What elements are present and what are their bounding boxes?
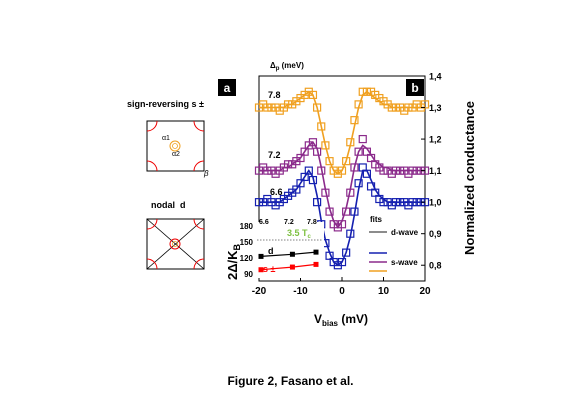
data-point bbox=[325, 157, 334, 166]
y-tick-label: 1,3 bbox=[429, 103, 442, 113]
y-tick-label: 1,4 bbox=[429, 72, 442, 82]
inset-xtick-7-8: 7.8 bbox=[307, 219, 317, 226]
data-point bbox=[362, 87, 371, 96]
inset-d-label: d bbox=[268, 246, 274, 256]
y-tick-label: 1,0 bbox=[429, 198, 442, 208]
nodal-d-label: nodal d bbox=[151, 200, 186, 210]
inset-point bbox=[258, 267, 264, 273]
inset-series-layer bbox=[258, 249, 319, 273]
inset-series-s-pm bbox=[258, 261, 319, 273]
inset-series-d bbox=[258, 249, 319, 259]
legend-label-d-wave: d-wave bbox=[391, 228, 419, 237]
panel-b-label: b bbox=[411, 81, 418, 95]
x-axis-label: Vbias (mV) bbox=[314, 312, 368, 328]
y-tick-label: 0,9 bbox=[429, 229, 442, 239]
x-tick-label: -10 bbox=[293, 286, 308, 297]
y-tick-label: 0,8 bbox=[429, 261, 442, 271]
x-tick-label: 20 bbox=[419, 286, 431, 297]
series-6-6 bbox=[254, 163, 430, 270]
x-axis-label-unit: (mV) bbox=[338, 312, 368, 326]
fit-line bbox=[259, 90, 425, 175]
panel-a-label: a bbox=[224, 81, 231, 95]
series-layer bbox=[254, 87, 430, 270]
data-point bbox=[296, 179, 305, 188]
inset-point bbox=[289, 264, 295, 270]
inset-y-axis: 90 120 150 180 bbox=[240, 222, 254, 279]
panel-b: b Δp (meV) 0,8 0,9 1,0 1,1 1,2 1,3 1,4 -20 -10 0… bbox=[225, 61, 477, 328]
nodal-d-brillouin-zone bbox=[146, 218, 205, 270]
curve-label-7-8: 7.8 bbox=[268, 90, 281, 100]
x-tick-label: 0 bbox=[339, 286, 345, 297]
data-point bbox=[342, 248, 351, 257]
data-point bbox=[300, 147, 309, 156]
panel-b-label-box bbox=[406, 79, 424, 96]
alpha1-label: α1 bbox=[162, 135, 170, 142]
figure-caption: Figure 2, Fasano et al. bbox=[227, 374, 354, 388]
curve-label-6-6: 6.6 bbox=[270, 187, 283, 197]
fit-line bbox=[259, 141, 425, 229]
beta-label: β bbox=[203, 169, 209, 178]
inset-y-tick-label: 180 bbox=[240, 222, 254, 231]
alpha2-label: α2 bbox=[172, 151, 180, 158]
gap-axis-label-sub: p bbox=[276, 66, 280, 72]
inset-tc-label-main: 3.5 T bbox=[287, 228, 308, 238]
x-tick-label: -20 bbox=[252, 286, 267, 297]
data-point bbox=[337, 166, 347, 175]
inset-tc-label: 3.5 Tc bbox=[287, 228, 312, 240]
data-point bbox=[296, 153, 305, 163]
right-y-axis: 0,8 0,9 1,0 1,1 1,2 1,3 1,4 bbox=[421, 72, 442, 271]
inset-point bbox=[313, 261, 319, 267]
x-tick-label: 10 bbox=[378, 286, 390, 297]
data-point bbox=[354, 147, 363, 156]
fits-label: fits bbox=[370, 215, 383, 224]
inset-xtick-6-6: 6.6 bbox=[259, 219, 269, 226]
y-axis-label: Normalized conductance bbox=[462, 101, 477, 255]
panel-a: a sign-reversing s ± α1 α2 β nodal d bbox=[127, 79, 236, 270]
inset-point bbox=[258, 253, 264, 259]
x-axis: -20 -10 0 10 20 bbox=[252, 277, 431, 297]
inset-y-label-sub: B bbox=[232, 243, 242, 250]
s-pm-brillouin-zone: α1 α2 β bbox=[146, 120, 209, 178]
gap-axis-label: Δp (meV) bbox=[270, 61, 304, 72]
data-point bbox=[292, 185, 301, 194]
inset-y-tick-label: 90 bbox=[244, 270, 253, 279]
data-point bbox=[337, 257, 347, 267]
y-tick-label: 1,1 bbox=[429, 166, 442, 176]
data-point bbox=[342, 157, 351, 166]
sign-reversing-label: sign-reversing s ± bbox=[127, 99, 204, 109]
series-7-2 bbox=[254, 134, 430, 232]
data-point bbox=[308, 138, 318, 147]
data-point bbox=[300, 172, 309, 182]
data-point bbox=[304, 166, 313, 175]
curve-label-7-2: 7.2 bbox=[268, 150, 281, 160]
gap-axis-label-unit: (meV) bbox=[279, 61, 304, 70]
gap-axis-label-main: Δ bbox=[270, 61, 276, 70]
inset-point bbox=[289, 251, 295, 257]
data-point bbox=[308, 90, 318, 100]
inset-point bbox=[313, 249, 319, 255]
y-tick-label: 1,2 bbox=[429, 135, 442, 145]
x-axis-label-sub: bias bbox=[322, 319, 339, 328]
panel-a-label-box bbox=[218, 79, 236, 96]
inset-xtick-7-2: 7.2 bbox=[284, 219, 294, 226]
inset-y-label-main: 2Δ/K bbox=[225, 250, 240, 280]
inset-y-tick-label: 120 bbox=[240, 254, 254, 263]
fits-legend: fits d-wave s-wave bbox=[369, 215, 419, 272]
inset-tc-label-sub: c bbox=[308, 234, 312, 240]
legend-label-s-wave: s-wave bbox=[391, 258, 418, 267]
fit-line bbox=[259, 169, 425, 267]
x-axis-label-main: V bbox=[314, 312, 322, 326]
data-point bbox=[358, 134, 367, 144]
series-7-8 bbox=[254, 87, 430, 178]
inset-y-tick-label: 150 bbox=[240, 238, 254, 247]
inset-y-label: 2Δ/KB bbox=[225, 243, 242, 280]
